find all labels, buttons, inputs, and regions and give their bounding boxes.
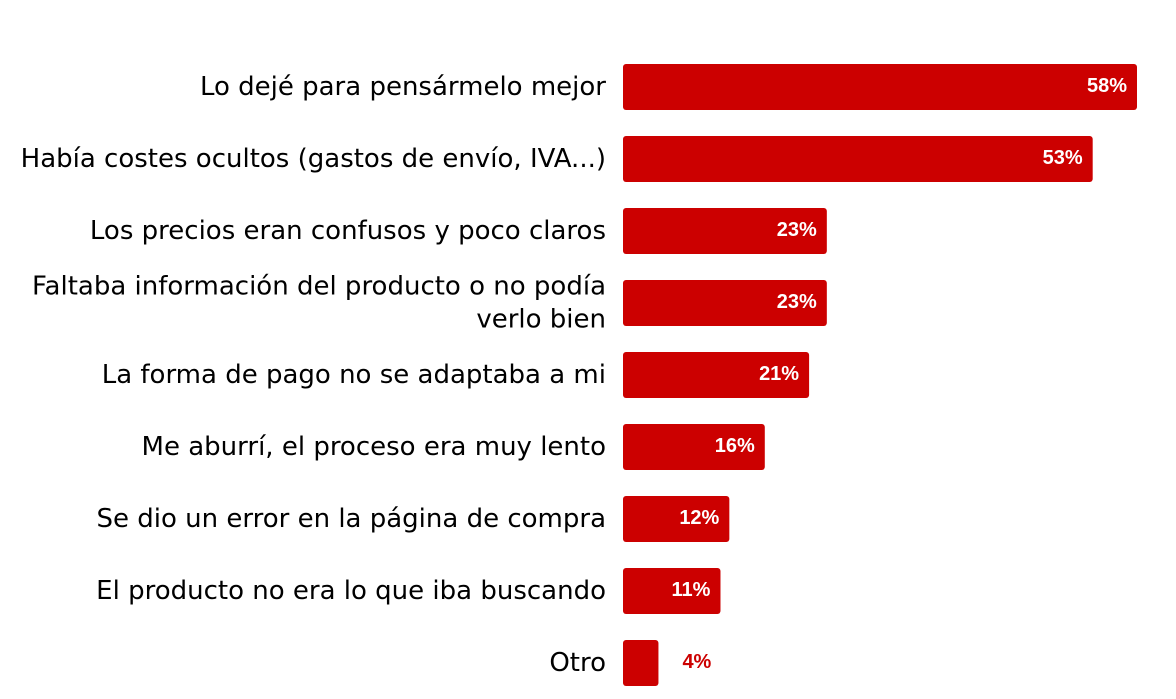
bar-2 xyxy=(623,208,827,254)
category-label-line: Lo dejé para pensármelo mejor xyxy=(200,72,606,102)
category-label-0: Lo dejé para pensármelo mejor xyxy=(200,72,606,102)
category-label-8: Otro xyxy=(549,648,606,678)
category-label-line: Me aburrí, el proceso era muy lento xyxy=(142,432,606,462)
bar-5 xyxy=(623,424,765,470)
bar-7 xyxy=(623,568,721,614)
category-label-line: Faltaba información del producto o no po… xyxy=(32,272,606,302)
value-label-4: 21% xyxy=(759,363,799,385)
value-label-2: 23% xyxy=(777,219,817,241)
category-label-6: Se dio un error en la página de compra xyxy=(96,504,606,534)
bars-layer xyxy=(623,64,1137,686)
category-label-3: Faltaba información del producto o no po… xyxy=(32,272,606,335)
value-labels-layer: 58% 53% 23% 23% 21% 16% 12% 11% 4% xyxy=(672,75,1128,673)
category-label-line: verlo bien xyxy=(476,305,606,335)
bar-8 xyxy=(623,640,659,686)
category-label-line: Los precios eran confusos y poco claros xyxy=(90,216,606,246)
value-label-8: 4% xyxy=(682,651,711,673)
bar-4 xyxy=(623,352,810,398)
category-label-4: La forma de pago no se adaptaba a mi xyxy=(102,360,606,390)
value-label-5: 16% xyxy=(715,435,755,457)
category-labels-layer: Lo dejé para pensármelo mejor Había coste… xyxy=(21,72,607,678)
category-label-5: Me aburrí, el proceso era muy lento xyxy=(142,432,606,462)
category-label-line: Se dio un error en la página de compra xyxy=(96,504,606,534)
value-label-7: 11% xyxy=(672,579,711,601)
bar-6 xyxy=(623,496,730,542)
value-label-6: 12% xyxy=(679,507,719,529)
bar-1 xyxy=(623,136,1093,182)
value-label-1: 53% xyxy=(1043,147,1083,169)
category-label-line: La forma de pago no se adaptaba a mi xyxy=(102,360,606,390)
category-label-1: Había costes ocultos (gastos de envío, I… xyxy=(21,144,606,174)
bar-3 xyxy=(623,280,827,326)
bar-0 xyxy=(623,64,1137,110)
category-label-line: Había costes ocultos (gastos de envío, I… xyxy=(21,144,606,174)
category-label-line: Otro xyxy=(549,648,606,678)
category-label-7: El producto no era lo que iba buscando xyxy=(96,576,606,606)
value-label-3: 23% xyxy=(777,291,817,313)
value-label-0: 58% xyxy=(1087,75,1127,97)
category-label-2: Los precios eran confusos y poco claros xyxy=(90,216,606,246)
category-label-line: El producto no era lo que iba buscando xyxy=(96,576,606,606)
